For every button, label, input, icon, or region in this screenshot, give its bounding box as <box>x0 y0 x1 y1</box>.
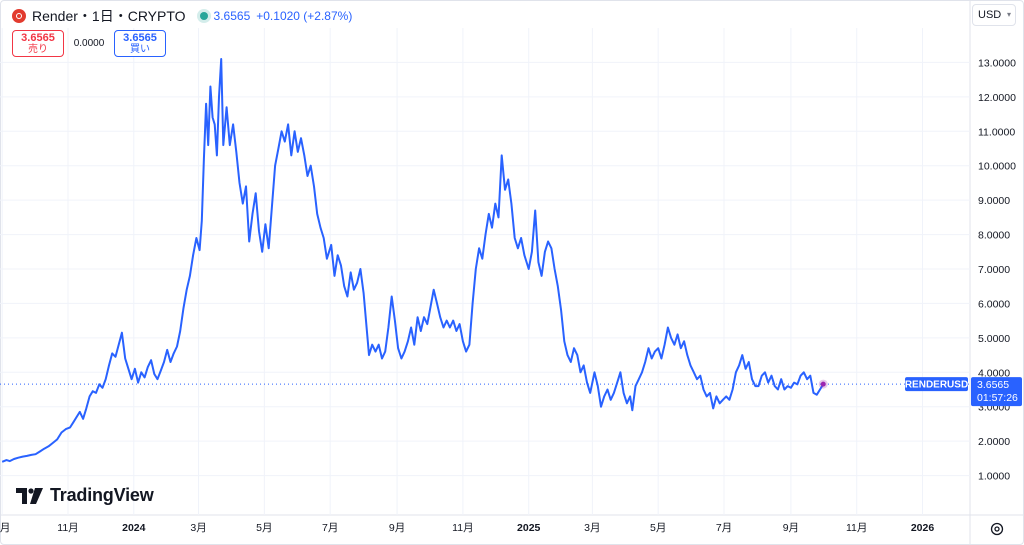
y-tick-label: 8.0000 <box>978 230 1010 242</box>
x-tick-label: 7月 <box>322 522 338 534</box>
currency-selector[interactable]: USD ▾ <box>972 4 1016 26</box>
y-tick-label: 11.0000 <box>978 126 1015 138</box>
price-tag-value: 3.6565 <box>977 379 1009 391</box>
x-tick-label: 2024 <box>122 522 146 534</box>
time-axis: 9月 11月 2024 3月 5月 7月 9月 11月 2025 3月 5月 7月 9月 11月 2026 <box>0 522 934 534</box>
buy-price: 3.6565 <box>123 32 157 44</box>
y-tick-label: 9.0000 <box>978 195 1010 207</box>
x-tick-label: 9月 <box>783 522 799 534</box>
sell-label: 売り <box>28 44 48 55</box>
price-change: +0.1020 (+2.87%) <box>256 9 353 23</box>
market-open-icon <box>199 12 208 20</box>
x-tick-label: 5月 <box>650 522 666 534</box>
x-tick-label: 11月 <box>452 522 473 534</box>
y-tick-label: 2.0000 <box>978 436 1010 448</box>
currency-label: USD <box>978 9 1002 21</box>
tradingview-watermark[interactable]: TradingView <box>16 485 154 506</box>
x-tick-label: 5月 <box>256 522 272 534</box>
y-tick-label: 5.0000 <box>978 333 1010 345</box>
symbol-tag <box>905 377 968 392</box>
symbol-title[interactable]: Render・1日・CRYPTO <box>32 8 186 24</box>
gear-icon[interactable] <box>988 520 1006 538</box>
x-tick-label: 2025 <box>517 522 541 534</box>
y-tick-label: 4.0000 <box>978 367 1010 379</box>
x-tick-label: 11月 <box>846 522 867 534</box>
x-tick-label: 7月 <box>716 522 732 534</box>
buy-label: 買い <box>130 44 150 55</box>
symbol-tag-text: RENDERUSD <box>905 380 968 391</box>
series-layer <box>0 58 970 463</box>
x-tick-label: 11月 <box>57 522 78 534</box>
last-point-marker <box>820 381 826 387</box>
trade-panel: 3.6565 売り 0.0000 3.6565 買い <box>12 30 166 57</box>
price-tag <box>971 377 1022 407</box>
price-tag-countdown: 01:57:26 <box>977 392 1018 404</box>
last-price: 3.6565 <box>213 9 251 23</box>
price-line <box>1 58 825 463</box>
price-axis: 1.00002.00003.00004.00005.00006.00007.00… <box>978 57 1016 482</box>
y-tick-label: 7.0000 <box>978 264 1010 276</box>
sell-price: 3.6565 <box>21 32 55 44</box>
x-tick-label: 2026 <box>911 522 935 534</box>
y-tick-label: 13.0000 <box>978 57 1016 69</box>
x-tick-label: 9月 <box>389 522 405 534</box>
y-tick-label: 1.0000 <box>978 471 1010 483</box>
y-tick-label: 12.0000 <box>978 92 1016 104</box>
x-tick-label: 9月 <box>0 522 10 534</box>
y-tick-label: 6.0000 <box>978 298 1010 310</box>
x-tick-label: 3月 <box>584 522 600 534</box>
y-tick-label: 10.0000 <box>978 161 1016 173</box>
spread-value: 0.0000 <box>73 38 105 49</box>
buy-button[interactable]: 3.6565 買い <box>114 30 166 57</box>
sell-button[interactable]: 3.6565 売り <box>12 30 64 57</box>
x-tick-label: 3月 <box>190 522 206 534</box>
symbol-header: Render・1日・CRYPTO 3.6565 +0.1020 (+2.87%) <box>12 6 352 26</box>
watermark-text: TradingView <box>50 485 154 505</box>
tradingview-logo-icon <box>16 487 43 504</box>
render-logo-icon <box>12 9 26 23</box>
chevron-down-icon: ▾ <box>1006 10 1011 19</box>
